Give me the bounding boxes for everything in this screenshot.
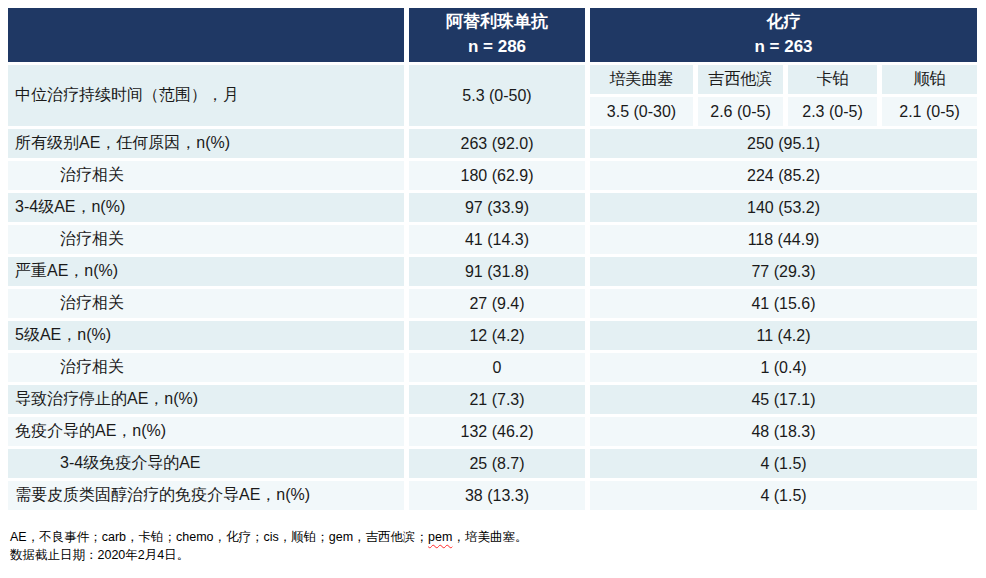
adverse-events-table: 阿替利珠单抗 n = 286 化疗 n = 263 中位治疗持续时间（范围），月… — [3, 5, 982, 513]
atezolizumab-value-cell: 180 (62.9) — [409, 161, 585, 190]
table-header-row: 阿替利珠单抗 n = 286 化疗 n = 263 — [8, 8, 977, 62]
duration-pemetrexed-value: 3.5 (0-30) — [590, 97, 693, 126]
atezolizumab-value-cell: 97 (33.9) — [409, 193, 585, 222]
chemo-value-cell: 118 (44.9) — [590, 225, 977, 254]
table-row: 5级AE，n(%) 12 (4.2) 11 (4.2) — [8, 321, 977, 350]
atezolizumab-value-cell: 41 (14.3) — [409, 225, 585, 254]
row-label: 3-4级免疫介导的AE — [8, 449, 404, 478]
table-row: 免疫介导的AE，n(%) 132 (46.2) 48 (18.3) — [8, 417, 977, 446]
footnote-abbrev-text: AE，不良事件；carb，卡铂；chemo，化疗；cis，顺铂；gem，吉西他滨… — [10, 530, 428, 544]
atezolizumab-title: 阿替利珠单抗 — [413, 10, 581, 35]
row-label: 5级AE，n(%) — [8, 321, 404, 350]
chemo-value-cell: 250 (95.1) — [590, 129, 977, 158]
row-label: 严重AE，n(%) — [8, 257, 404, 286]
row-label: 3-4级AE，n(%) — [8, 193, 404, 222]
row-label: 治疗相关 — [8, 353, 404, 382]
row-label: 需要皮质类固醇治疗的免疫介导AE，n(%) — [8, 481, 404, 510]
table-row: 3-4级AE，n(%) 97 (33.9) 140 (53.2) — [8, 193, 977, 222]
atezolizumab-value-cell: 38 (13.3) — [409, 481, 585, 510]
row-label: 所有级别AE，任何原因，n(%) — [8, 129, 404, 158]
page: 阿替利珠单抗 n = 286 化疗 n = 263 中位治疗持续时间（范围），月… — [0, 0, 986, 564]
atezolizumab-value-cell: 263 (92.0) — [409, 129, 585, 158]
footnotes: AE，不良事件；carb，卡铂；chemo，化疗；cis，顺铂；gem，吉西他滨… — [10, 529, 978, 564]
table-row: 导致治疗停止的AE，n(%) 21 (7.3) 45 (17.1) — [8, 385, 977, 414]
table-row: 治疗相关 41 (14.3) 118 (44.9) — [8, 225, 977, 254]
row-label: 免疫介导的AE，n(%) — [8, 417, 404, 446]
table-row: 治疗相关 180 (62.9) 224 (85.2) — [8, 161, 977, 190]
chemo-value-cell: 140 (53.2) — [590, 193, 977, 222]
header-atezolizumab-cell: 阿替利珠单抗 n = 286 — [409, 8, 585, 62]
atezolizumab-value-cell: 0 — [409, 353, 585, 382]
table-row: 需要皮质类固醇治疗的免疫介导AE，n(%) 38 (13.3) 4 (1.5) — [8, 481, 977, 510]
header-empty-cell — [8, 8, 404, 62]
atezolizumab-value-cell: 91 (31.8) — [409, 257, 585, 286]
atezolizumab-value-cell: 12 (4.2) — [409, 321, 585, 350]
chemo-value-cell: 11 (4.2) — [590, 321, 977, 350]
table-row: 治疗相关 27 (9.4) 41 (15.6) — [8, 289, 977, 318]
header-chemo-cell: 化疗 n = 263 — [590, 8, 977, 62]
footnote-data-cutoff: 数据截止日期：2020年2月4日。 — [10, 547, 978, 565]
chemo-value-cell: 224 (85.2) — [590, 161, 977, 190]
table-row: 所有级别AE，任何原因，n(%) 263 (92.0) 250 (95.1) — [8, 129, 977, 158]
chemo-value-cell: 41 (15.6) — [590, 289, 977, 318]
atezolizumab-n: n = 286 — [413, 35, 581, 60]
duration-gemcitabine-value: 2.6 (0-5) — [698, 97, 783, 126]
row-label: 治疗相关 — [8, 225, 404, 254]
chemo-value-cell: 4 (1.5) — [590, 481, 977, 510]
table-row: 治疗相关 0 1 (0.4) — [8, 353, 977, 382]
chemo-value-cell: 45 (17.1) — [590, 385, 977, 414]
table-row: 严重AE，n(%) 91 (31.8) 77 (29.3) — [8, 257, 977, 286]
drug-name-pemetrexed: 培美曲塞 — [590, 65, 693, 94]
duration-label: 中位治疗持续时间（范围），月 — [8, 65, 404, 126]
duration-cisplatin-value: 2.1 (0-5) — [882, 97, 977, 126]
atezolizumab-value-cell: 21 (7.3) — [409, 385, 585, 414]
drug-name-gemcitabine: 吉西他滨 — [698, 65, 783, 94]
row-label: 治疗相关 — [8, 161, 404, 190]
footnote-abbreviations: AE，不良事件；carb，卡铂；chemo，化疗；cis，顺铂；gem，吉西他滨… — [10, 529, 978, 547]
footnote-pem-misspelled: pem — [428, 530, 452, 544]
chemo-value-cell: 48 (18.3) — [590, 417, 977, 446]
footnote-abbrev-tail: ，培美曲塞。 — [452, 530, 527, 544]
atezolizumab-value-cell: 25 (8.7) — [409, 449, 585, 478]
chemo-title: 化疗 — [594, 10, 973, 35]
drug-name-carboplatin: 卡铂 — [788, 65, 877, 94]
row-label: 治疗相关 — [8, 289, 404, 318]
duration-carboplatin-value: 2.3 (0-5) — [788, 97, 877, 126]
chemo-value-cell: 4 (1.5) — [590, 449, 977, 478]
atezolizumab-value-cell: 132 (46.2) — [409, 417, 585, 446]
chemo-value-cell: 1 (0.4) — [590, 353, 977, 382]
chemo-n: n = 263 — [594, 35, 973, 60]
chemo-value-cell: 77 (29.3) — [590, 257, 977, 286]
duration-atezolizumab-value: 5.3 (0-50) — [409, 65, 585, 126]
row-label: 导致治疗停止的AE，n(%) — [8, 385, 404, 414]
duration-drugs-row: 中位治疗持续时间（范围），月 5.3 (0-50) 培美曲塞 吉西他滨 卡铂 顺… — [8, 65, 977, 94]
atezolizumab-value-cell: 27 (9.4) — [409, 289, 585, 318]
table-row: 3-4级免疫介导的AE 25 (8.7) 4 (1.5) — [8, 449, 977, 478]
drug-name-cisplatin: 顺铂 — [882, 65, 977, 94]
